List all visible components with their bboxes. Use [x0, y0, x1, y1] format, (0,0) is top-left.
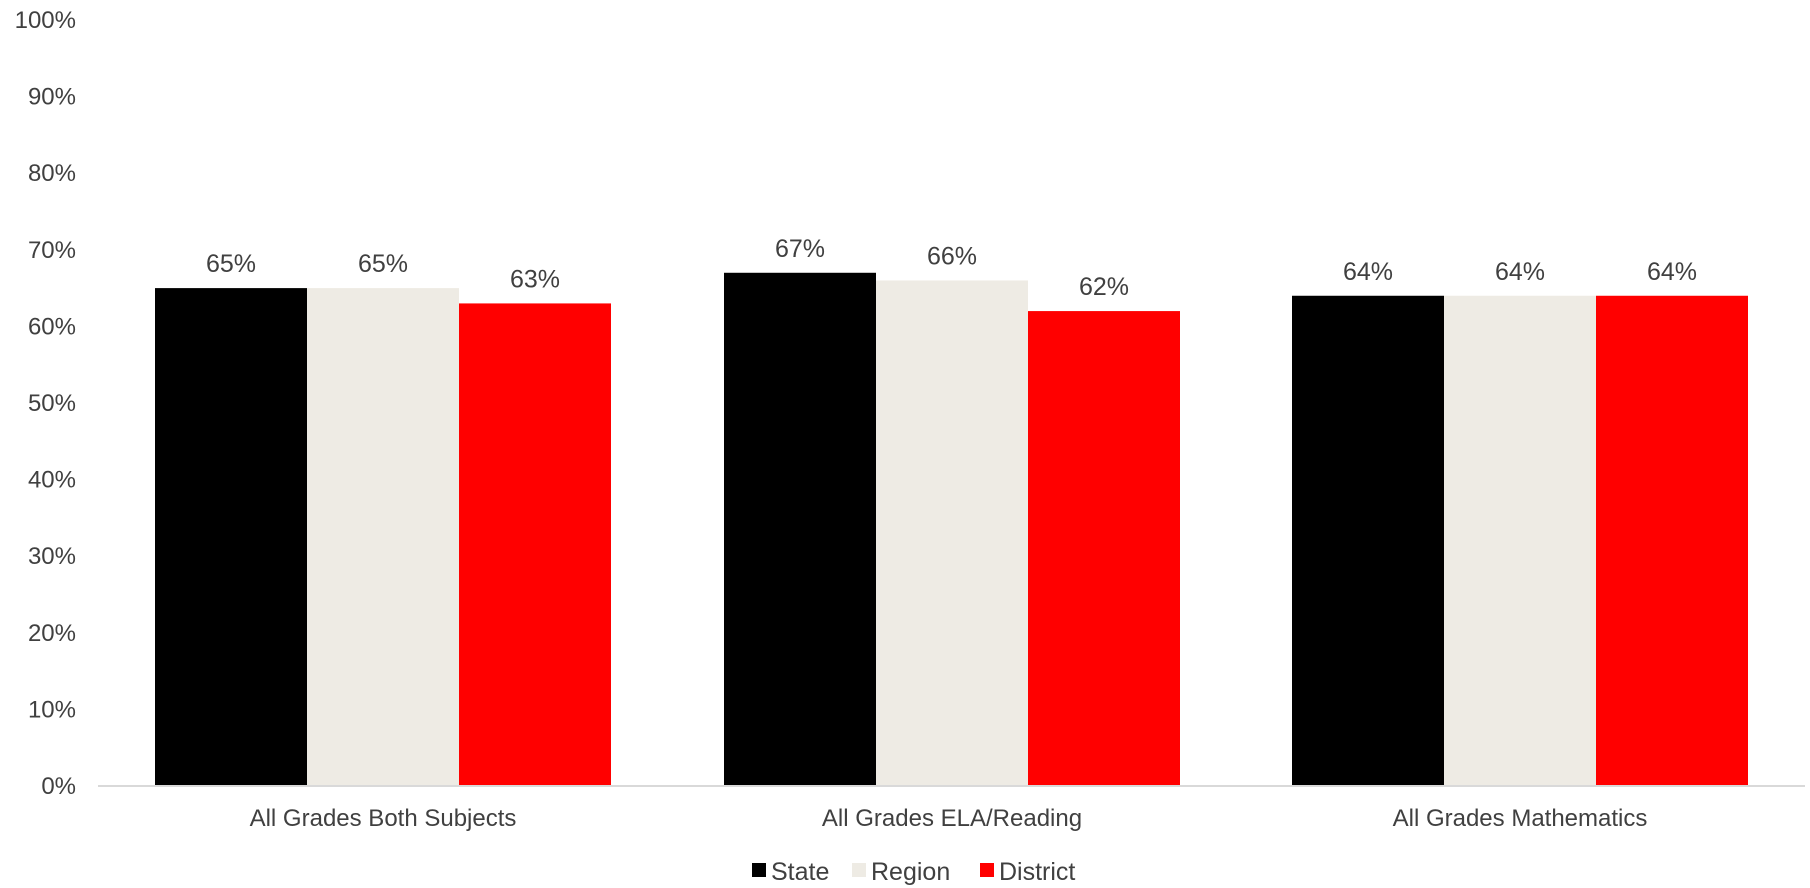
- legend-label-region: Region: [871, 858, 950, 886]
- data-label-state-3: 64%: [1343, 258, 1393, 286]
- legend: State Region District: [752, 858, 1075, 886]
- y-tick-label: 20%: [28, 620, 76, 647]
- bars: [155, 272, 1748, 786]
- y-tick-label: 40%: [28, 467, 76, 494]
- bar-district-2: [1028, 311, 1180, 786]
- category-label: All Grades Mathematics: [1393, 805, 1648, 832]
- data-label-state-1: 65%: [206, 250, 256, 278]
- y-tick-label: 70%: [28, 237, 76, 264]
- data-label-district-1: 63%: [510, 265, 560, 293]
- bar-district-3: [1596, 295, 1748, 786]
- data-label-state-2: 67%: [775, 235, 825, 263]
- legend-label-district: District: [999, 858, 1075, 886]
- y-tick-label: 10%: [28, 696, 76, 723]
- bar-state-3: [1292, 295, 1444, 786]
- category-label: All Grades Both Subjects: [250, 805, 517, 832]
- y-tick-label: 50%: [28, 390, 76, 417]
- category-label: All Grades ELA/Reading: [822, 805, 1082, 832]
- data-label-region-3: 64%: [1495, 258, 1545, 286]
- y-tick-label: 60%: [28, 313, 76, 340]
- bar-region-3: [1444, 295, 1596, 786]
- y-tick-label: 30%: [28, 543, 76, 570]
- x-axis: All Grades Both Subjects All Grades ELA/R…: [250, 805, 1648, 832]
- y-tick-label: 90%: [28, 84, 76, 111]
- data-label-region-1: 65%: [358, 250, 408, 278]
- data-label-district-3: 64%: [1647, 258, 1697, 286]
- y-axis: 0% 10% 20% 30% 40% 50% 60% 70% 80% 90% 100%: [15, 7, 76, 800]
- bar-region-2: [876, 280, 1028, 786]
- bar-state-1: [155, 288, 307, 786]
- data-labels: 65% 65% 63% 67% 66% 62% 64% 64% 64%: [206, 235, 1697, 301]
- y-tick-label: 100%: [15, 7, 76, 34]
- y-tick-label: 0%: [41, 773, 76, 800]
- data-label-district-2: 62%: [1079, 273, 1129, 301]
- legend-swatch-district: [980, 863, 994, 877]
- legend-label-state: State: [771, 858, 829, 886]
- y-tick-label: 80%: [28, 160, 76, 187]
- bar-district-1: [459, 303, 611, 786]
- bar-region-1: [307, 288, 459, 786]
- legend-swatch-state: [752, 863, 766, 877]
- legend-swatch-region: [852, 863, 866, 877]
- bar-state-2: [724, 272, 876, 786]
- data-label-region-2: 66%: [927, 242, 977, 270]
